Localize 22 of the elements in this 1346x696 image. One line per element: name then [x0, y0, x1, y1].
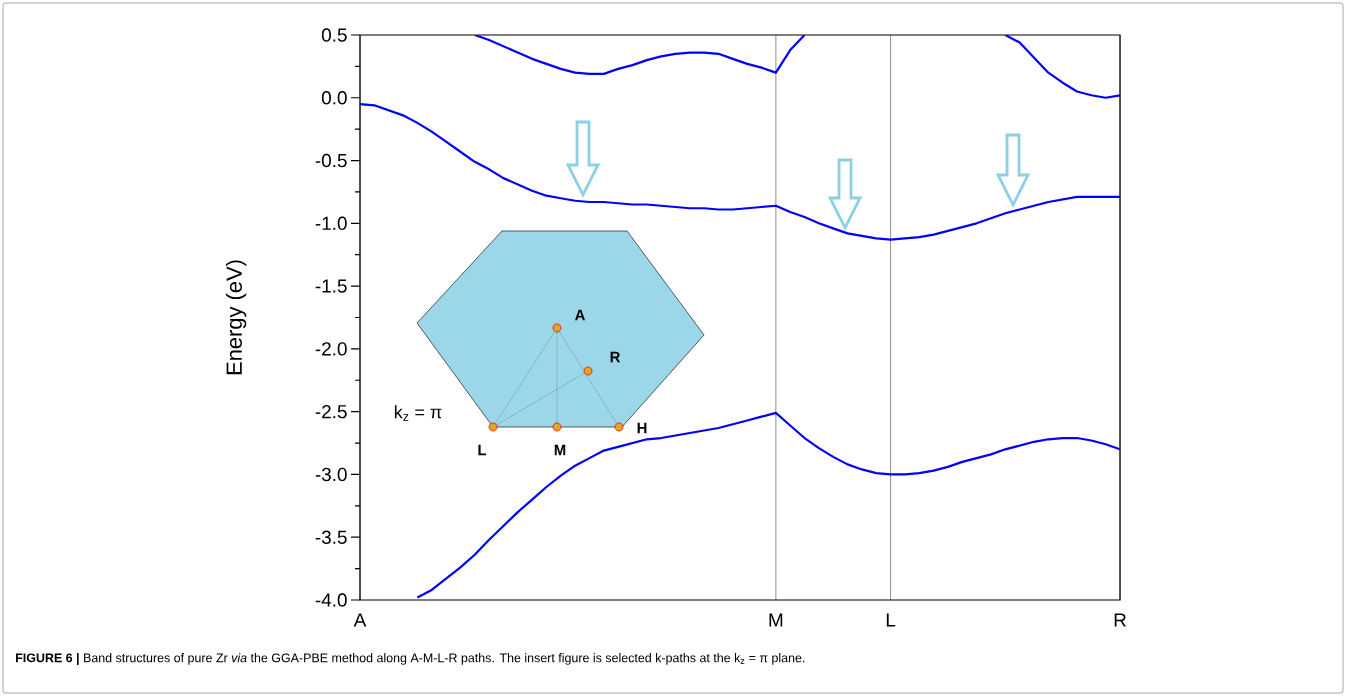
- x-tick-label: L: [886, 613, 896, 627]
- y-tick-label: -2.0: [315, 342, 347, 356]
- y-tick-label: 0.5: [321, 28, 347, 42]
- x-tick-label: A: [353, 613, 367, 627]
- y-tick-label: -0.5: [315, 153, 347, 168]
- y-tick-label: -1.0: [315, 216, 347, 231]
- y-tick-label: -1.5: [315, 279, 347, 293]
- y-tick-label: -3.0: [315, 467, 347, 482]
- y-tick-label: 0.0: [321, 91, 347, 105]
- x-tick-label: R: [1114, 613, 1126, 627]
- annotation: H: [637, 422, 647, 434]
- annotation: M: [554, 444, 566, 456]
- annotation: k$_{z}$ = π: [394, 405, 442, 421]
- text: FIGURE 6 | Band structures of pure Zr via the GGA-PBE method along A-M-L-R paths. The insert figure is selected k-paths at the k$_{z}$ = π plane.: [16, 653, 805, 665]
- annotation: L: [478, 444, 487, 456]
- y-axis-title: Energy (eV): [225, 260, 247, 375]
- x-tick-label: M: [769, 613, 783, 627]
- y-tick-label: -3.5: [315, 530, 347, 544]
- annotation: A: [574, 309, 586, 321]
- y-tick-label: -2.5: [315, 404, 347, 419]
- y-tick-label: -4.0: [315, 593, 347, 607]
- annotation: R: [610, 351, 621, 363]
